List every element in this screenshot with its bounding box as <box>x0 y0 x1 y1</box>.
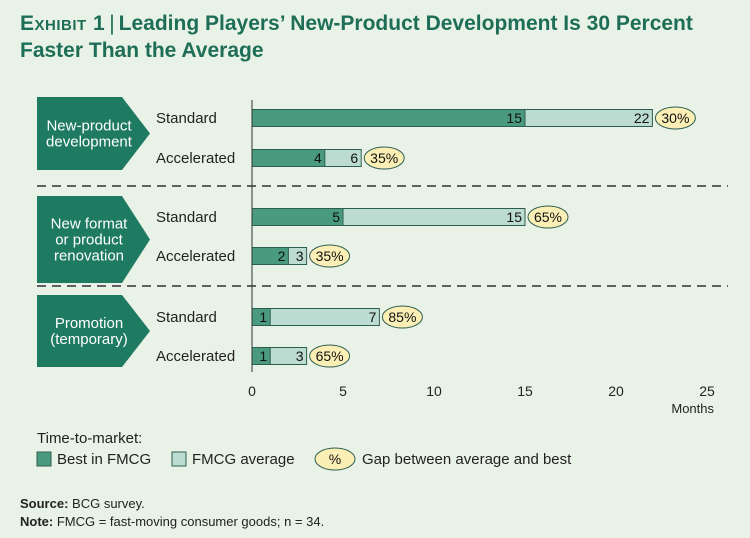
group-label-line: Promotion <box>55 315 123 332</box>
bar-best-value: 1 <box>259 348 267 364</box>
row-label: Accelerated <box>156 150 235 167</box>
row-label: Accelerated <box>156 248 235 265</box>
chart-title: Exhibit 1 | Leading Players’ New-Product D… <box>20 10 730 64</box>
bar-best-value: 1 <box>259 309 267 325</box>
legend-title: Time-to-market: <box>37 430 142 447</box>
group-label-line: renovation <box>54 248 124 265</box>
x-tick-label: 20 <box>608 383 624 399</box>
note-text: FMCG = fast-moving consumer goods; n = 3… <box>56 514 325 529</box>
group-separators <box>37 185 728 287</box>
bars: 15 22 30%4 6 35%5 15 65%2 3 35%1 7 85%1 3 65% <box>251 106 696 368</box>
gap-badge <box>654 106 696 130</box>
gap-badge <box>363 146 405 170</box>
row-labels: Standard Accelerated Standard Accelerated St… <box>156 110 235 365</box>
gap-badge <box>309 244 351 268</box>
group-label-line: (temporary) <box>50 331 128 348</box>
legend-gap-symbol: % <box>329 451 341 467</box>
group-label-arrow <box>37 196 150 283</box>
legend-swatch-best <box>36 451 52 467</box>
footer: Source: BCG survey. Note: FMCG = fast-mo… <box>20 495 324 531</box>
gap-badge-value: 35% <box>370 150 398 166</box>
legend-label-gap: Gap between average and best <box>362 451 572 468</box>
row-label: Standard <box>156 309 217 326</box>
bar-average <box>251 308 380 326</box>
legend-label-average: FMCG average <box>192 451 295 468</box>
note-label: Note: <box>20 514 54 529</box>
bar-average-value: 22 <box>634 110 650 126</box>
group-label-line: or product <box>55 232 123 249</box>
bar-average-value: 6 <box>350 150 358 166</box>
gap-badge <box>309 344 351 368</box>
x-tick-label: 0 <box>248 383 256 399</box>
gap-badge <box>381 305 423 329</box>
bar-average-value: 3 <box>296 248 304 264</box>
legend-swatch-average <box>171 451 187 467</box>
x-tick-label: 15 <box>517 383 533 399</box>
gap-badge-value: 65% <box>534 209 562 225</box>
bar-best-value: 5 <box>332 209 340 225</box>
exhibit-label: Exhibit 1 <box>20 12 106 35</box>
gap-badge <box>527 205 569 229</box>
legend: Time-to-market: Best in FMCG FMCG average%… <box>36 430 572 471</box>
x-axis-label: Months <box>671 401 714 416</box>
group-label-line: New format <box>51 216 129 233</box>
gap-badge-value: 85% <box>388 309 416 325</box>
source-text: BCG survey. <box>72 496 145 511</box>
title-separator: | <box>109 12 115 35</box>
bar-average-value: 15 <box>506 209 522 225</box>
bar-best <box>251 208 344 226</box>
bar-average-value: 7 <box>369 309 377 325</box>
x-tick-label: 25 <box>699 383 715 399</box>
bar-best-value: 2 <box>278 248 286 264</box>
x-tick-label: 5 <box>339 383 347 399</box>
group-label-arrow <box>37 295 150 367</box>
legend-label-best: Best in FMCG <box>57 451 151 468</box>
group-label-arrow <box>37 97 150 170</box>
source-label: Source: <box>20 496 69 511</box>
bar-best-value: 4 <box>314 150 322 166</box>
gap-badge-value: 30% <box>661 110 689 126</box>
legend-gap-badge <box>314 447 356 471</box>
source-line: Source: BCG survey. <box>20 495 324 513</box>
gap-badge-value: 65% <box>316 348 344 364</box>
bar-average-value: 3 <box>296 348 304 364</box>
group-label-line: development <box>46 134 133 151</box>
bar-best <box>251 109 526 127</box>
row-label: Standard <box>156 110 217 127</box>
row-label: Accelerated <box>156 348 235 365</box>
title-text: Leading Players’ New-Product Development… <box>20 12 693 62</box>
group-label-line: New-product <box>46 118 132 135</box>
gap-badge-value: 35% <box>316 248 344 264</box>
bar-best-value: 15 <box>506 110 522 126</box>
x-tick-label: 10 <box>426 383 442 399</box>
row-label: Standard <box>156 209 217 226</box>
note-line: Note: FMCG = fast-moving consumer goods;… <box>20 513 324 531</box>
